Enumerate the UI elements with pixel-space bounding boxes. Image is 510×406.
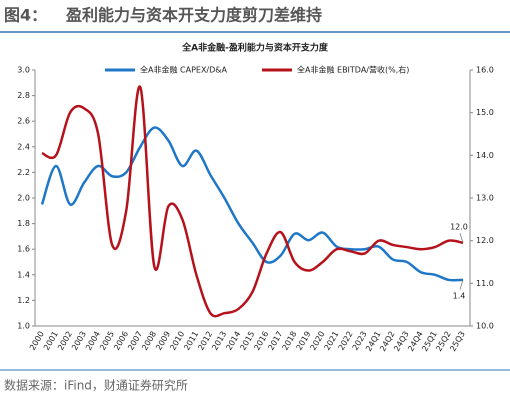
line-series	[40, 126, 464, 282]
legend-label: 全A非金融 CAPEX/D&A	[140, 65, 228, 75]
data-label: 12.0	[450, 222, 468, 231]
figure-title: 盈利能力与资本开支力度剪刀差维持	[65, 6, 322, 25]
y2-tick-label: 13.0	[476, 194, 494, 203]
y-tick-label: 1.8	[17, 219, 30, 228]
label-leader	[459, 279, 464, 290]
y-tick-label: 2.8	[17, 91, 30, 100]
chart-title: 全A非金融-盈利能力与资本开支力度	[181, 42, 329, 54]
y2-tick-label: 11.0	[476, 279, 494, 288]
y-tick-label: 3.0	[17, 66, 30, 75]
data-label: 1.4	[453, 291, 466, 300]
y-tick-label: 1.2	[17, 296, 30, 305]
y-tick-label: 1.6	[17, 245, 30, 254]
y2-tick-label: 16.0	[476, 66, 494, 75]
legend-label: 全A非金融 EBITDA/营收(%,右)	[297, 65, 409, 75]
y2-tick-label: 14.0	[476, 151, 494, 160]
source: 数据来源：iFind，财通证券研究所	[4, 378, 188, 393]
y-tick-label: 2.4	[17, 142, 30, 151]
y2-tick-label: 10.0	[476, 322, 494, 331]
y2-tick-label: 12.0	[476, 236, 494, 245]
y2-tick-label: 15.0	[476, 108, 494, 117]
y-tick-label: 2.2	[17, 168, 30, 177]
figure-number: 图4：	[4, 6, 47, 25]
x-tick-label: 25Q3	[448, 330, 467, 353]
y-tick-label: 1.0	[17, 322, 30, 331]
y-tick-label: 2.6	[17, 117, 30, 126]
y-tick-label: 1.4	[17, 270, 30, 279]
label-leader	[459, 233, 464, 243]
line-series	[41, 85, 464, 318]
y-tick-label: 2.0	[17, 194, 30, 203]
